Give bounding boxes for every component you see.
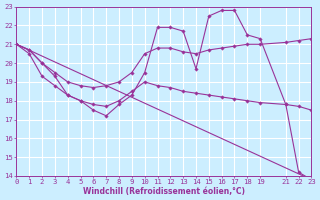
X-axis label: Windchill (Refroidissement éolien,°C): Windchill (Refroidissement éolien,°C) [83, 187, 245, 196]
